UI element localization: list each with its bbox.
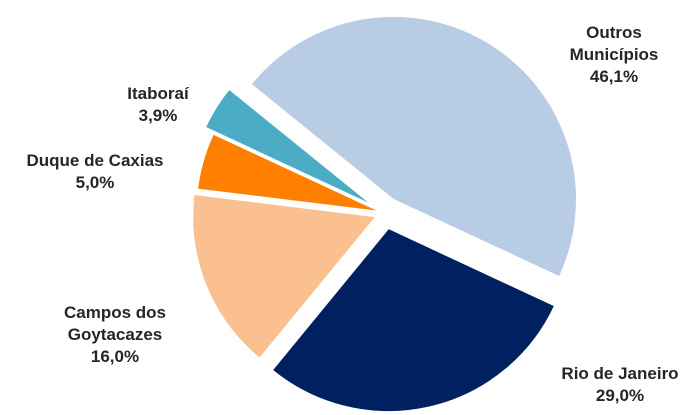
category-label: Rio de Janeiro bbox=[561, 364, 679, 383]
pie-slice bbox=[197, 133, 380, 212]
category-label: Campos dos Goytacazes bbox=[63, 303, 167, 344]
slice-label: Duque de Caxias 5,0% bbox=[0, 150, 190, 194]
pie-slice bbox=[250, 15, 577, 278]
pie-slice bbox=[271, 227, 556, 413]
category-label: Outros Municípios bbox=[569, 23, 659, 64]
pie-slice bbox=[204, 88, 372, 205]
value-label: 16,0% bbox=[90, 347, 140, 366]
pie-slice bbox=[192, 193, 377, 359]
slice-label: Itaboraí 3,9% bbox=[108, 83, 208, 127]
value-label: 46,1% bbox=[589, 67, 639, 86]
slice-label: Campos dos Goytacazes 16,0% bbox=[45, 302, 185, 368]
category-label: Duque de Caxias bbox=[26, 151, 164, 170]
slice-label: Outros Municípios 46,1% bbox=[544, 22, 684, 88]
category-label: Itaboraí bbox=[127, 84, 189, 103]
value-label: 29,0% bbox=[595, 386, 645, 405]
slice-label: Rio de Janeiro 29,0% bbox=[540, 363, 691, 407]
value-label: 5,0% bbox=[75, 173, 115, 192]
value-label: 3,9% bbox=[138, 106, 178, 125]
